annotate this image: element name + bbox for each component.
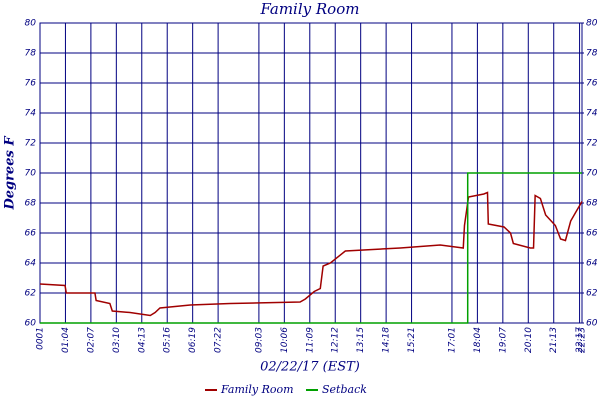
x-tick-label: 07:22 [214,327,224,353]
x-tick-label: 10:06 [280,327,290,353]
x-tick-label: 03:10 [112,327,122,353]
x-tick-label: 04:13 [137,327,147,353]
y-tick-label: 80 [25,19,37,29]
y-tick-label: 78 [25,49,37,59]
y2-tick-label: 70 [586,169,598,179]
y-tick-label: 64 [25,259,37,269]
y2-tick-label: 78 [586,49,598,59]
x-tick-label: 0001 [36,327,46,350]
y-tick-label: 62 [25,289,37,299]
y2-tick-label: 80 [586,19,598,29]
x-tick-label: 05:16 [163,327,173,353]
y-tick-label: 72 [25,139,37,149]
x-tick-label: 09:03 [254,327,264,353]
y-tick-label: 66 [25,229,37,239]
x-tick-label: 06:19 [188,327,198,353]
x-tick-label: 17:01 [447,327,457,353]
y2-tick-label: 66 [586,229,598,239]
y2-tick-label: 62 [586,289,598,299]
y-tick-label: 76 [25,79,37,89]
y2-tick-label: 76 [586,79,598,89]
series-line [40,172,582,324]
x-tick-label: 02:07 [86,327,96,353]
x-tick-label: 18:04 [473,327,483,353]
y-tick-label: 74 [25,109,37,119]
series-line [39,191,583,317]
x-tick-label: 22:17 [575,327,585,353]
x-tick-label: 22:23 [578,327,588,353]
y2-tick-label: 72 [586,139,598,149]
y-tick-label: 60 [25,319,37,329]
x-tick-label: 19:07 [498,327,508,353]
y2-tick-label: 64 [586,259,598,269]
chart-title: Family Room [260,0,360,18]
y2-tick-label: 74 [586,109,598,119]
y-axis-label: Degrees F [3,136,18,211]
x-axis-label: 02/22/17 (EST) [260,360,360,375]
x-tick-label: 13:15 [356,327,366,353]
legend-label: Setback [322,383,367,396]
x-tick-label: 15:21 [407,327,417,353]
x-tick-label: 21:13 [549,327,559,353]
x-tick-label: 14:18 [382,327,392,353]
y-tick-label: 68 [25,199,37,209]
x-tick-label: 11:09 [305,327,315,353]
y-tick-label: 70 [25,169,37,179]
legend-label: Family Room [220,383,294,396]
x-tick-label: 20:10 [524,327,534,353]
x-tick-label: 01:04 [61,327,71,353]
y2-tick-label: 68 [586,199,598,209]
x-tick-label: 12:12 [331,327,341,353]
y2-tick-label: 60 [586,319,598,329]
